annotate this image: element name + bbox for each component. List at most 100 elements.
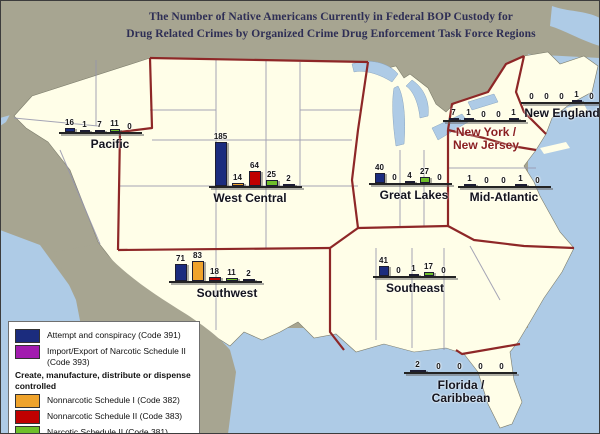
bar-slot-code-382: 0 (391, 266, 406, 276)
legend-item-393: Import/Export of Narcotic Schedule II (C… (15, 345, 193, 367)
bar-value: 83 (193, 251, 202, 260)
bar-value: 16 (65, 118, 74, 127)
bar-code-381 (423, 272, 434, 276)
bar-slot-code-382: 0 (387, 173, 402, 183)
region-label-florida-caribbean: Florida / Caribbean (431, 378, 491, 406)
bar-code-382 (231, 183, 244, 186)
canada-landmass (0, 0, 600, 118)
bar-slot-code-382: 0 (478, 176, 495, 186)
chart-baseline (369, 183, 452, 185)
region-bars: 71 83 18 11 2 (172, 251, 257, 281)
bar-slot-code-391: 40 (372, 163, 387, 183)
bar-code-383 (404, 181, 415, 183)
region-chart-pacific: 16 1 7 11 0 (59, 74, 142, 134)
region-chart-new-england: 0 0 0 1 0 (521, 44, 600, 104)
bar-slot-code-382: 1 (461, 108, 476, 120)
bar-value: 1 (467, 174, 472, 183)
bar-value: 0 (535, 176, 540, 185)
bar-value: 7 (451, 108, 456, 117)
bar-slot-code-383: 0 (495, 176, 512, 186)
legend-label-393: Import/Export of Narcotic Schedule II (C… (47, 346, 186, 367)
bar-value: 0 (544, 92, 549, 101)
bar-code-383 (248, 171, 261, 186)
bar-slot-code-381: 0 (491, 110, 506, 120)
region-chart-southwest: 71 83 18 11 2 (169, 223, 262, 283)
bar-slot-code-391: 0 (524, 92, 539, 102)
bar-code-382 (79, 130, 90, 132)
bar-value: 4 (407, 171, 412, 180)
bar-slot-code-382: 0 (539, 92, 554, 102)
bar-slot-code-381: 11 (107, 119, 122, 132)
legend-item-381: Narcotic Schedule II (Code 381) (15, 425, 193, 434)
region-boundaries (116, 54, 575, 356)
legend-swatch-393 (15, 345, 40, 359)
chart-baseline (443, 120, 526, 122)
state-boundaries (13, 60, 536, 350)
legend: Attempt and conspiracy (Code 391) Import/… (8, 321, 200, 434)
bar-code-383 (94, 130, 105, 132)
region-bars: 1 0 0 1 0 (461, 174, 546, 186)
bar-slot-code-383: 0 (554, 92, 569, 102)
bar-slot-code-391: 16 (62, 118, 77, 132)
region-chart-new-york-new-jersey: 7 1 0 0 1 (443, 62, 526, 122)
bar-code-381 (225, 278, 238, 281)
bar-slot-code-382: 0 (428, 362, 449, 372)
region-label-west-central: West Central (213, 191, 287, 205)
chart-baseline (59, 132, 142, 134)
legend-label-382: Nonnarcotic Schedule I (Code 382) (47, 394, 180, 405)
bar-value: 11 (110, 119, 119, 128)
bar-slot-code-381: 11 (223, 268, 240, 281)
bar-code-391 (64, 128, 75, 132)
legend-swatch-381 (15, 425, 40, 434)
bar-value: 0 (501, 176, 506, 185)
bar-value: 71 (176, 254, 185, 263)
region-bars: 40 0 4 27 0 (372, 163, 447, 183)
bar-code-391 (214, 142, 227, 186)
bar-code-383 (208, 277, 221, 281)
legend-label-391: Attempt and conspiracy (Code 391) (47, 330, 181, 340)
bar-code-381 (109, 129, 120, 132)
bar-slot-code-381: 25 (263, 170, 280, 186)
bar-value: 1 (466, 108, 471, 117)
bar-slot-code-391: 2 (407, 360, 428, 372)
legend-item-391: Attempt and conspiracy (Code 391) (15, 329, 193, 343)
bar-value: 0 (481, 110, 486, 119)
bar-slot-code-391: 41 (376, 256, 391, 276)
bar-value: 0 (496, 110, 501, 119)
legend-label-381: Narcotic Schedule II (Code 381) (47, 426, 168, 434)
us-landmass (13, 51, 599, 429)
region-label-southwest: Southwest (196, 286, 258, 300)
region-chart-great-lakes: 40 0 4 27 0 (369, 125, 452, 185)
bar-value: 2 (246, 269, 251, 278)
bar-code-393 (242, 279, 255, 281)
bar-slot-code-393: 2 (240, 269, 257, 281)
bar-value: 0 (396, 266, 401, 275)
bar-value: 0 (559, 92, 564, 101)
bar-value: 1 (82, 120, 87, 129)
legend-header: Create, manufacture, distribute or dispe… (15, 370, 191, 391)
bar-slot-code-393: 0 (436, 266, 451, 276)
bar-code-391 (374, 173, 385, 183)
bar-slot-code-393: 0 (432, 173, 447, 183)
bar-value: 0 (529, 92, 534, 101)
bar-slot-code-393: 0 (122, 122, 137, 132)
bar-slot-code-391: 7 (446, 108, 461, 120)
bar-slot-code-391: 185 (212, 132, 229, 186)
region-bars: 41 0 1 17 0 (376, 256, 451, 276)
bar-value: 64 (250, 161, 259, 170)
legend-item-383: Nonnarcotic Schedule II (Code 383) (15, 409, 193, 424)
bar-code-393 (508, 118, 519, 120)
bar-value: 11 (227, 268, 236, 277)
region-chart-mid-atlantic: 1 0 0 1 0 (458, 128, 551, 188)
legend-swatch-383 (15, 409, 40, 424)
bar-code-382 (191, 261, 204, 281)
bar-slot-code-383: 18 (206, 267, 223, 281)
region-chart-southeast: 41 0 1 17 0 (373, 218, 456, 278)
bar-code-391 (409, 370, 426, 372)
bar-value: 1 (511, 108, 516, 117)
legend-swatch-382 (15, 393, 40, 408)
bar-slot-code-393: 0 (529, 176, 546, 186)
bar-slot-code-393: 2 (280, 174, 297, 186)
